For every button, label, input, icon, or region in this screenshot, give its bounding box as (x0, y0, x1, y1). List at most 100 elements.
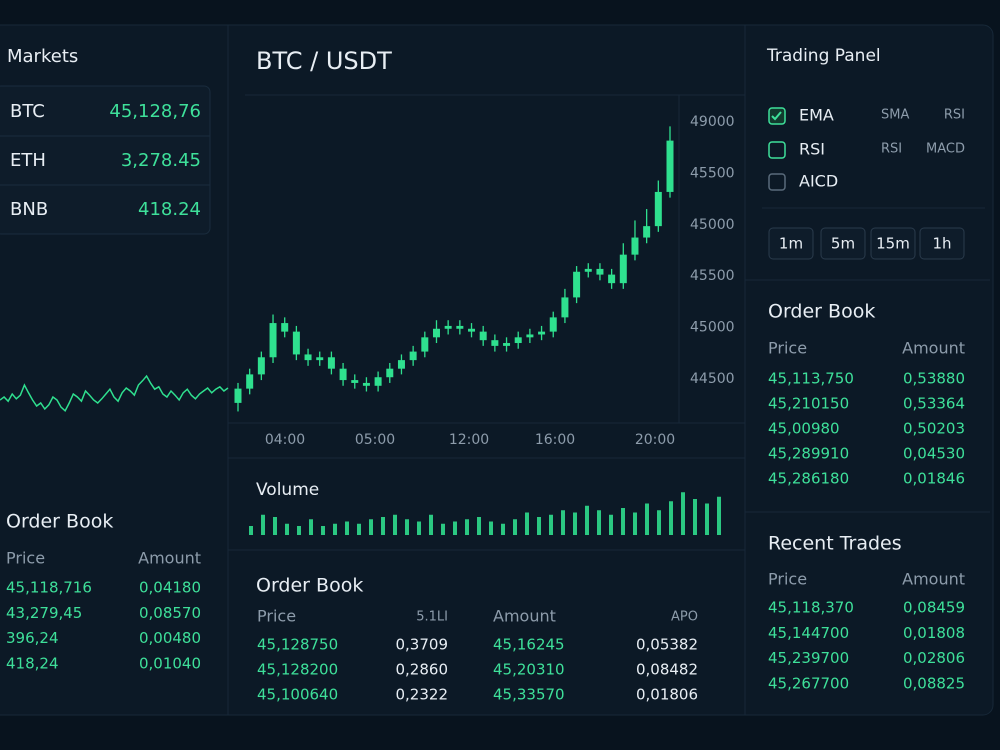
price-cell: 396,24 (6, 629, 59, 647)
volume-bar (585, 505, 589, 535)
candle-body (643, 226, 651, 238)
x-tick-label: 20:00 (635, 432, 675, 448)
indicator-name: RSI (799, 140, 825, 159)
volume-bar (477, 517, 481, 535)
volume-bar (597, 510, 601, 535)
candle-body (409, 351, 417, 361)
section-title: Order Book (768, 301, 875, 323)
column-header: Amount (902, 339, 965, 358)
volume-bar (285, 523, 289, 535)
volume-bar (537, 517, 541, 535)
candle-body (608, 274, 616, 284)
volume-bar (609, 514, 613, 535)
candle-body (444, 325, 452, 329)
volume-bar (273, 517, 277, 535)
market-price: 45,128,76 (109, 101, 201, 122)
section-title: Trading Panel (766, 46, 881, 66)
interval-button[interactable] (919, 227, 965, 260)
price-cell: 43,279,45 (6, 604, 82, 622)
column-header: APO (671, 610, 698, 625)
interval-button[interactable] (870, 227, 916, 260)
amount-cell: 0,04180 (139, 579, 201, 597)
price-cell: 45,210150 (768, 395, 849, 413)
volume-bar (333, 523, 337, 535)
price-cell: 45,118,370 (768, 599, 854, 617)
candle-body (654, 191, 662, 227)
column-header: Price (768, 339, 807, 358)
section-title: Volume (256, 480, 319, 500)
amount-cell: 0,01040 (139, 654, 201, 672)
volume-bar (429, 514, 433, 535)
volume-bar (369, 519, 373, 535)
price-cell: 45,144700 (768, 624, 849, 642)
price-cell: 45,00980 (768, 420, 840, 438)
volume-bar (621, 508, 625, 535)
candle-body (362, 382, 370, 386)
candle-body (596, 268, 604, 275)
amount-cell: 0,02806 (903, 649, 965, 667)
volume-bar (525, 512, 529, 535)
candle-body (351, 380, 359, 383)
price-cell: 45,113,750 (768, 370, 854, 388)
candle-body (281, 323, 289, 332)
x-tick-label: 05:00 (355, 432, 395, 448)
market-symbol: ETH (10, 150, 46, 171)
candle-body (526, 334, 534, 338)
table-cell: 0,08482 (636, 661, 698, 679)
volume-bar (345, 521, 349, 535)
column-header: Price (6, 549, 45, 568)
volume-bar (717, 496, 721, 535)
volume-bar (669, 501, 673, 535)
markets-card (0, 85, 211, 235)
volume-bar (561, 510, 565, 535)
checkbox[interactable] (768, 141, 786, 159)
indicator-option: RSI (944, 108, 965, 123)
volume-bar (249, 526, 253, 535)
column-header: Price (768, 570, 807, 589)
volume-bar (501, 523, 505, 535)
interval-label: 1h (932, 235, 951, 253)
volume-bar (489, 521, 493, 535)
interval-button[interactable] (768, 227, 814, 260)
table-cell: 0,05382 (636, 636, 698, 654)
market-price: 418.24 (138, 199, 201, 220)
indicator-name: EMA (799, 106, 834, 125)
volume-bar (633, 512, 637, 535)
column-header: Amount (493, 607, 556, 626)
candle-body (432, 328, 440, 338)
section-title: Order Book (256, 575, 363, 597)
volume-bar (573, 512, 577, 535)
volume-bar (465, 519, 469, 535)
volume-bar (705, 503, 709, 535)
amount-cell: 0,53880 (903, 370, 965, 388)
candle-body (246, 374, 254, 389)
interval-button[interactable] (820, 227, 866, 260)
candle-body (374, 377, 382, 386)
market-symbol: BNB (10, 199, 48, 220)
amount-cell: 0,04530 (903, 445, 965, 463)
column-header: 5.1LI (416, 610, 448, 625)
candle-body (386, 368, 394, 378)
table-cell: 45,128750 (257, 636, 338, 654)
volume-bar (681, 492, 685, 535)
checkbox[interactable] (768, 173, 786, 191)
amount-cell: 0,50203 (903, 420, 965, 438)
indicator-option: SMA (881, 108, 909, 123)
candle-body (491, 340, 499, 346)
section-title: Order Book (6, 511, 113, 533)
volume-bar (261, 514, 265, 535)
candle-body (503, 343, 511, 346)
table-cell: 45,100640 (257, 686, 338, 704)
column-header: Price (257, 607, 296, 626)
table-cell: 0,2322 (396, 686, 449, 704)
table-cell: 45,20310 (493, 661, 565, 679)
candle-body (584, 268, 592, 272)
interval-label: 5m (831, 235, 855, 253)
y-tick-label: 45500 (690, 268, 735, 284)
candle-body (327, 357, 335, 369)
candle-body (631, 237, 639, 255)
price-cell: 45,267700 (768, 674, 849, 692)
amount-cell: 0,01808 (903, 624, 965, 642)
candle-body (573, 271, 581, 298)
